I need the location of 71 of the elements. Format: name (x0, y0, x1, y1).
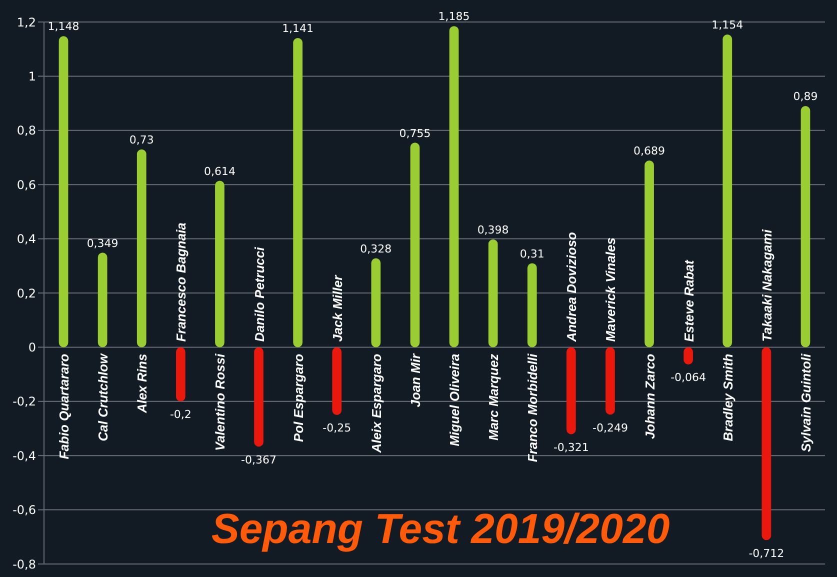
x-tick-label: Cal Crutchlow (96, 352, 111, 442)
bar (58, 36, 68, 348)
y-tick-label: 0,8 (16, 124, 36, 138)
data-label: -0,367 (241, 453, 277, 466)
bar (254, 347, 264, 447)
y-tick-label: -0,8 (12, 557, 36, 572)
data-label: 1,141 (282, 22, 314, 36)
y-tick-label: -0,4 (12, 448, 36, 463)
bar (371, 258, 381, 348)
x-tick-label: Sylvain Guintoli (798, 353, 814, 452)
x-tick-label: Andrea Dovizioso (564, 232, 580, 343)
data-label: -0,321 (553, 440, 589, 454)
x-tick-label: Valentino Rossi (212, 353, 228, 451)
data-label: 0,689 (634, 144, 666, 158)
x-tick-label: Joan Mir (408, 352, 423, 408)
data-label: -0,249 (592, 421, 628, 434)
data-label: -0,712 (748, 547, 784, 560)
data-label: 1,154 (712, 18, 744, 32)
bar (293, 38, 303, 348)
bar (606, 347, 615, 415)
x-tick-label: Fabio Quartararo (56, 354, 72, 460)
data-label: -0,25 (322, 422, 352, 435)
data-label: 0,328 (360, 242, 392, 256)
y-tick-label: 0,4 (16, 232, 36, 246)
x-tick-label: Esteve Rabat (681, 259, 696, 342)
x-tick-label: Francesco Bagnaia (174, 222, 189, 342)
bar (332, 347, 342, 415)
data-label: 0,89 (793, 90, 818, 104)
y-tick-label: 0,6 (16, 178, 36, 192)
x-tick-label: Jack Miller (330, 274, 345, 342)
bar (98, 252, 108, 348)
y-tick-label: -0,2 (12, 394, 36, 409)
bar (722, 34, 732, 348)
y-tick-label: 0 (28, 340, 36, 354)
x-tick-label: Aleix Espargaro (368, 354, 384, 454)
x-tick-label: Bradley Smith (720, 354, 736, 442)
data-label: -0,2 (170, 408, 192, 422)
x-tick-label: Johann Zarco (642, 354, 658, 440)
x-tick-label: Maverick Vinales (603, 237, 618, 342)
x-tick-label: Pol Espargaro (290, 354, 306, 442)
data-label: 0,349 (86, 237, 118, 250)
data-label: -0,064 (670, 371, 706, 384)
x-tick-label: Danilo Petrucci (252, 246, 267, 342)
data-label: 0,755 (399, 126, 431, 140)
x-tick-label: Marc Marquez (486, 353, 502, 441)
data-label: 0,31 (520, 248, 544, 261)
y-tick-label: 0,2 (16, 286, 36, 300)
x-tick-label: Alex Rins (134, 354, 150, 414)
bar (410, 142, 420, 348)
x-tick-label: Takaaki Nakagami (759, 229, 774, 342)
bar (527, 263, 537, 348)
bar (800, 106, 810, 348)
bar (215, 180, 224, 348)
data-label: 1,185 (438, 10, 470, 24)
y-tick-label: 1,2 (16, 15, 36, 30)
bar (762, 347, 772, 540)
bar (644, 160, 654, 348)
data-label: 0,398 (477, 224, 509, 237)
bar (566, 347, 576, 434)
x-tick-label: Franco Morbidelli (525, 353, 540, 462)
data-label: 0,614 (204, 165, 236, 178)
data-label: 1,148 (48, 20, 80, 34)
data-label: 0,73 (129, 134, 154, 147)
bar (176, 347, 186, 402)
x-tick-label: Miguel Oliveira (447, 354, 462, 446)
text: Sepang Test 2019/2020 (211, 505, 670, 552)
bar (136, 149, 146, 348)
bar (488, 239, 498, 348)
bar (449, 26, 459, 348)
y-tick-label: -0,6 (12, 503, 36, 518)
y-tick-label: 1 (28, 69, 36, 84)
